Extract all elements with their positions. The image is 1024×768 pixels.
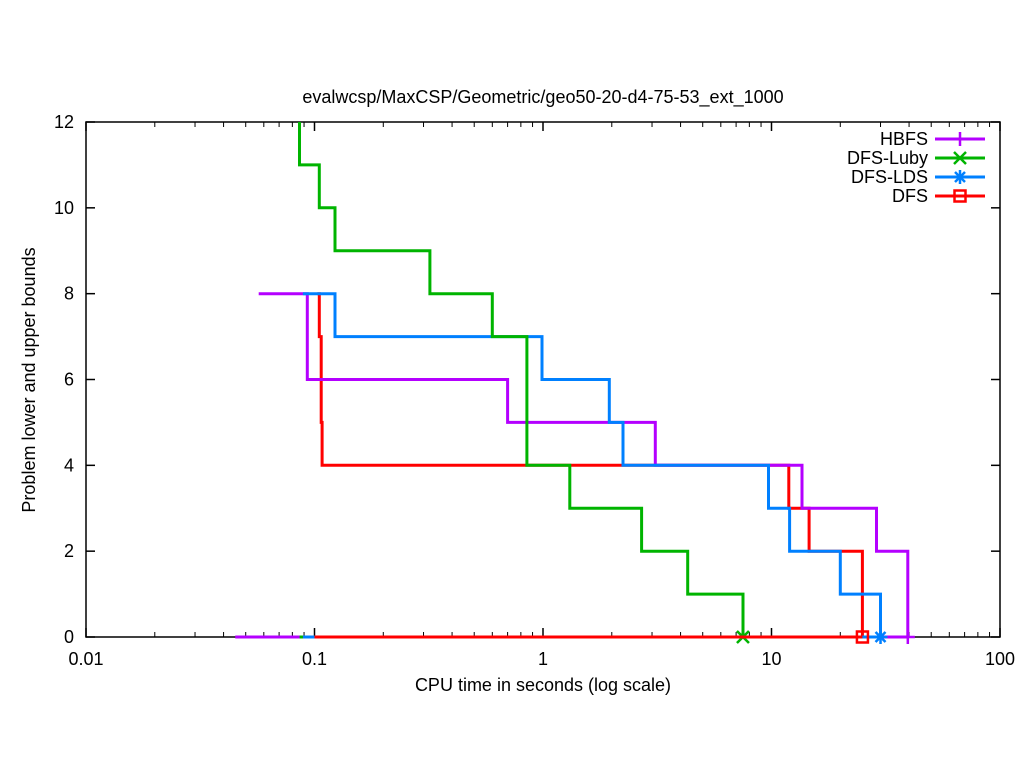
square-outline: [855, 630, 870, 644]
series-end-marker-HBFS: [900, 630, 915, 644]
series-curve-DFS-Luby: [298, 122, 745, 637]
series-markers: [235, 630, 915, 644]
series-end-marker-DFS-LDS: [873, 630, 888, 644]
y-tick-label: 4: [64, 455, 74, 475]
series-curves: [258, 122, 910, 637]
x-axis-label: CPU time in seconds (log scale): [415, 675, 671, 695]
x-arm: [953, 151, 967, 165]
x-tick-label: 0.01: [68, 649, 103, 669]
x-tick-label: 0.1: [302, 649, 327, 669]
legend-label: DFS-LDS: [851, 167, 928, 187]
y-tick-label: 6: [64, 370, 74, 390]
y-tick-label: 0: [64, 627, 74, 647]
series-end-marker-DFS: [855, 630, 870, 644]
legend-marker-asterisk: [953, 170, 967, 184]
y-tick-label: 12: [54, 112, 74, 132]
legend-label: DFS: [892, 186, 928, 206]
y-tick-label: 10: [54, 198, 74, 218]
asterisk-arm: [874, 631, 887, 643]
legend-label: HBFS: [880, 129, 928, 149]
y-tick-label: 2: [64, 541, 74, 561]
y-axis-label: Problem lower and upper bounds: [19, 247, 39, 512]
axis-ticks: 0.01 0.1 1 10 100 0 2 4 6 8 10 12: [54, 112, 1015, 669]
series-curve-DFS-LDS: [302, 292, 882, 637]
legend-entry-DFS: DFS: [892, 186, 985, 206]
asterisk-arm: [954, 171, 966, 183]
legend-entry-HBFS: HBFS: [880, 129, 985, 149]
x-tick-label: 1: [538, 649, 548, 669]
legend-entry-DFS-LDS: DFS-LDS: [851, 167, 985, 187]
legend-marker-square: [953, 189, 967, 203]
x-tick-label: 10: [761, 649, 781, 669]
square-outline: [953, 189, 967, 203]
x-tick-label: 100: [985, 649, 1015, 669]
legend-marker-plus: [953, 132, 967, 146]
y-tick-label: 8: [64, 284, 74, 304]
chart-title: evalwcsp/MaxCSP/Geometric/geo50-20-d4-75…: [302, 87, 783, 108]
legend-label: DFS-Luby: [847, 148, 928, 168]
legend-entry-DFS-Luby: DFS-Luby: [847, 148, 985, 168]
legend-marker-x: [953, 151, 967, 165]
